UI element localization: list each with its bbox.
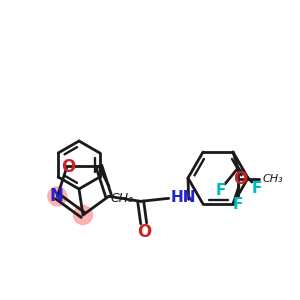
Text: F: F [252, 181, 262, 196]
Circle shape [74, 206, 92, 224]
Text: N: N [50, 187, 63, 205]
Circle shape [48, 187, 67, 206]
Text: F: F [233, 196, 243, 211]
Text: HN: HN [171, 190, 196, 205]
Text: CH₃: CH₃ [111, 192, 134, 205]
Text: O: O [61, 158, 75, 176]
Text: CH₃: CH₃ [263, 174, 284, 184]
Text: O: O [233, 170, 247, 188]
Text: F: F [216, 182, 226, 197]
Text: O: O [138, 223, 152, 241]
